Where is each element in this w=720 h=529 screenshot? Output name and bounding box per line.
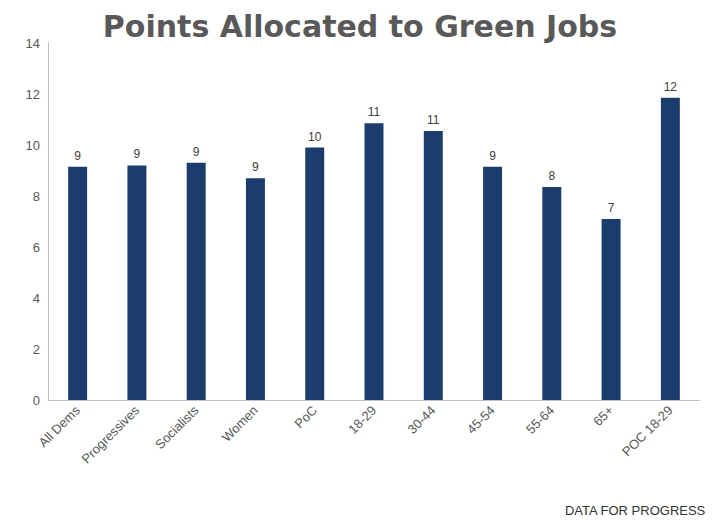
svg-text:Socialists: Socialists	[152, 402, 202, 452]
svg-text:11: 11	[427, 113, 440, 127]
svg-text:9: 9	[193, 145, 200, 159]
svg-text:11: 11	[368, 105, 381, 119]
svg-text:30-44: 30-44	[404, 403, 438, 437]
svg-text:8: 8	[548, 169, 555, 183]
svg-text:6: 6	[33, 240, 40, 255]
svg-text:12: 12	[664, 80, 678, 94]
svg-text:2: 2	[33, 342, 40, 357]
svg-text:Points Allocated to Green Jobs: Points Allocated to Green Jobs	[103, 9, 617, 44]
svg-text:14: 14	[26, 36, 40, 51]
svg-text:8: 8	[33, 189, 40, 204]
svg-text:7: 7	[608, 201, 615, 215]
svg-text:POC 18-29: POC 18-29	[619, 403, 676, 460]
svg-text:All Dems: All Dems	[36, 402, 84, 450]
svg-text:PoC: PoC	[292, 403, 320, 431]
svg-text:10: 10	[26, 138, 40, 153]
svg-text:9: 9	[74, 149, 81, 163]
svg-text:12: 12	[26, 87, 40, 102]
svg-text:10: 10	[308, 130, 322, 144]
svg-text:9: 9	[489, 149, 496, 163]
svg-text:18-29: 18-29	[345, 403, 379, 437]
svg-text:Progressives: Progressives	[79, 402, 143, 466]
svg-text:Women: Women	[219, 403, 261, 445]
svg-text:9: 9	[252, 160, 259, 174]
svg-text:4: 4	[33, 291, 40, 306]
svg-text:DATA FOR PROGRESS: DATA FOR PROGRESS	[565, 503, 706, 518]
svg-text:55-64: 55-64	[523, 403, 557, 437]
svg-text:45-54: 45-54	[464, 403, 498, 437]
svg-text:9: 9	[134, 147, 141, 161]
svg-text:65+: 65+	[590, 403, 616, 429]
svg-text:0: 0	[33, 393, 40, 408]
